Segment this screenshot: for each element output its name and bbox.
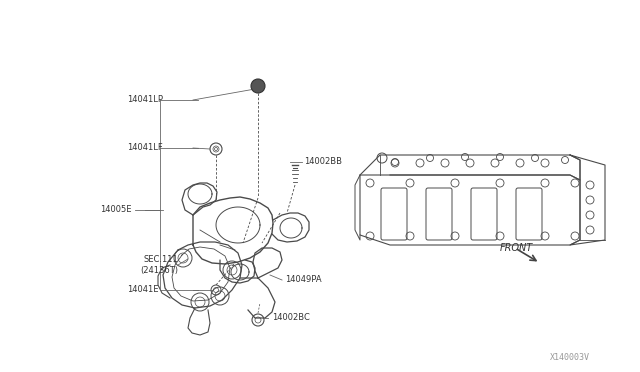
Text: 14002BB: 14002BB [304, 157, 342, 167]
Text: 14049PA: 14049PA [285, 276, 322, 285]
Text: (24136T): (24136T) [140, 266, 178, 276]
Text: 14041LF: 14041LF [127, 144, 163, 153]
Text: SEC.111: SEC.111 [143, 254, 178, 263]
Text: 14002BC: 14002BC [272, 314, 310, 323]
Circle shape [251, 79, 265, 93]
Text: 14041E: 14041E [127, 285, 159, 295]
Text: 14041LP: 14041LP [127, 96, 163, 105]
Text: FRONT: FRONT [500, 243, 533, 253]
Text: X140003V: X140003V [550, 353, 590, 362]
Text: 14005E: 14005E [100, 205, 131, 215]
